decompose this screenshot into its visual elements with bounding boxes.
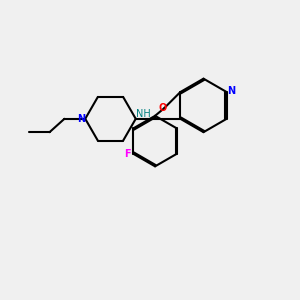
- Text: F: F: [124, 149, 131, 159]
- Text: O: O: [158, 103, 166, 113]
- Text: N: N: [227, 85, 235, 96]
- Text: N: N: [77, 114, 85, 124]
- Text: NH: NH: [136, 109, 151, 119]
